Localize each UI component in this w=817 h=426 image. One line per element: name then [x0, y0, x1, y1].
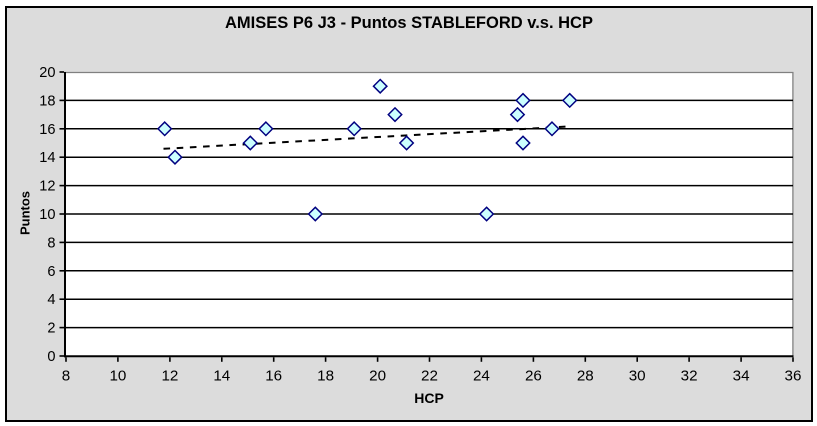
svg-text:4: 4: [47, 292, 55, 308]
svg-text:28: 28: [577, 368, 594, 385]
svg-text:32: 32: [681, 368, 698, 385]
svg-text:16: 16: [39, 122, 55, 138]
svg-text:12: 12: [39, 179, 55, 195]
svg-text:14: 14: [39, 150, 55, 166]
svg-text:16: 16: [265, 368, 282, 385]
svg-text:20: 20: [39, 65, 55, 81]
svg-text:10: 10: [109, 368, 126, 385]
svg-text:36: 36: [785, 368, 802, 385]
svg-text:8: 8: [62, 368, 70, 385]
svg-text:8: 8: [47, 235, 55, 251]
svg-text:14: 14: [213, 368, 230, 385]
svg-text:10: 10: [39, 207, 55, 223]
svg-text:30: 30: [629, 368, 646, 385]
svg-text:HCP: HCP: [414, 390, 444, 406]
svg-text:18: 18: [39, 93, 55, 109]
svg-text:26: 26: [525, 368, 542, 385]
svg-text:12: 12: [161, 368, 178, 385]
svg-text:2: 2: [47, 321, 55, 337]
svg-text:AMISES P6 J3 - Puntos STABLEFO: AMISES P6 J3 - Puntos STABLEFORD v.s. HC…: [225, 14, 593, 32]
svg-text:18: 18: [317, 368, 334, 385]
svg-text:24: 24: [473, 368, 490, 385]
svg-text:6: 6: [47, 264, 55, 280]
svg-text:Puntos: Puntos: [18, 191, 33, 235]
svg-text:0: 0: [47, 349, 55, 365]
svg-text:34: 34: [733, 368, 750, 385]
svg-text:20: 20: [369, 368, 386, 385]
svg-text:22: 22: [421, 368, 438, 385]
